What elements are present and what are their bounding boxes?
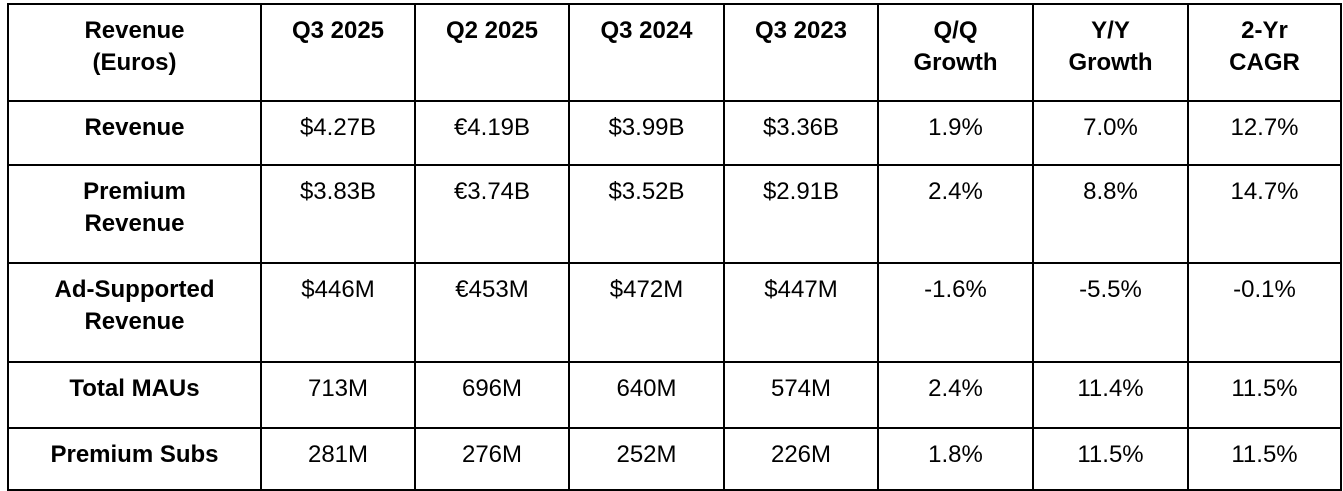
row-label: Premium Subs	[7, 427, 262, 491]
table-cell: 696M	[414, 361, 570, 429]
row-label: Ad-Supported Revenue	[7, 262, 262, 363]
table-cell: 713M	[260, 361, 416, 429]
table-cell: 11.4%	[1032, 361, 1189, 429]
row-label-line: Revenue	[84, 114, 185, 141]
table-cell: 1.8%	[877, 427, 1034, 491]
table-cell: 11.5%	[1032, 427, 1189, 491]
table-cell: 640M	[568, 361, 725, 429]
table-cell: 11.5%	[1187, 361, 1342, 429]
table-cell: 8.8%	[1032, 164, 1189, 264]
table-cell: $3.83B	[260, 164, 416, 264]
column-header-line: Q3 2023	[754, 17, 848, 44]
column-header: Revenue (Euros)	[7, 3, 262, 102]
column-header: 2-Yr CAGR	[1187, 3, 1342, 102]
table-cell: $447M	[723, 262, 879, 363]
table-cell: €453M	[414, 262, 570, 363]
table-row: Ad-Supported Revenue $446M €453M $472M $447M -…	[7, 262, 1342, 363]
table-cell: $3.99B	[568, 100, 725, 166]
table-cell: $3.52B	[568, 164, 725, 264]
column-header: Q2 2025	[414, 3, 570, 102]
table-cell: 1.9%	[877, 100, 1034, 166]
table-cell: $4.27B	[260, 100, 416, 166]
table-cell: €4.19B	[414, 100, 570, 166]
row-label-line: Premium	[83, 178, 186, 205]
column-header: Q3 2024	[568, 3, 725, 102]
column-header: Y/Y Growth	[1032, 3, 1189, 102]
table-row: Revenue $4.27B €4.19B $3.99B $3.36B 1.9% 7.0% 1…	[7, 100, 1342, 166]
table-cell: -0.1%	[1187, 262, 1342, 363]
table-cell: $472M	[568, 262, 725, 363]
table-cell: 252M	[568, 427, 725, 491]
column-header-line: Q3 2024	[600, 17, 693, 44]
column-header-line: Q3 2025	[291, 17, 385, 44]
table-cell: 281M	[260, 427, 416, 491]
column-header-line: Growth	[913, 49, 998, 76]
table-cell: 2.4%	[877, 164, 1034, 264]
row-label: Revenue	[7, 100, 262, 166]
table-row: Premium Revenue $3.83B €3.74B $3.52B $2.91B 2.…	[7, 164, 1342, 264]
row-label-line: Revenue	[84, 308, 185, 335]
table-cell: 14.7%	[1187, 164, 1342, 264]
row-label-line: Premium Subs	[50, 441, 219, 468]
column-header-line: Q/Q	[933, 17, 978, 44]
table-cell: 226M	[723, 427, 879, 491]
column-header: Q/Q Growth	[877, 3, 1034, 102]
table-cell: $446M	[260, 262, 416, 363]
row-label-line: Revenue	[84, 210, 185, 237]
column-header: Q3 2025	[260, 3, 416, 102]
table-cell: 574M	[723, 361, 879, 429]
table-cell: 2.4%	[877, 361, 1034, 429]
table-cell: 7.0%	[1032, 100, 1189, 166]
column-header-line: CAGR	[1229, 49, 1300, 76]
table-cell: 12.7%	[1187, 100, 1342, 166]
table-cell: -5.5%	[1032, 262, 1189, 363]
table-cell: 11.5%	[1187, 427, 1342, 491]
table-row: Total MAUs 713M 696M 640M 574M 2.4% 11.4% 11.5%	[7, 361, 1342, 429]
row-label-line: Ad-Supported	[54, 276, 215, 303]
revenue-table: Revenue (Euros) Q3 2025 Q2 2025 Q3 2024 Q3 20…	[7, 3, 1342, 491]
table-row: Premium Subs 281M 276M 252M 226M 1.8% 11.5% 11.…	[7, 427, 1342, 491]
table-cell: -1.6%	[877, 262, 1034, 363]
column-header: Q3 2023	[723, 3, 879, 102]
column-header-line: (Euros)	[92, 49, 177, 76]
table-cell: €3.74B	[414, 164, 570, 264]
column-header-line: Y/Y	[1091, 17, 1130, 44]
table-cell: $3.36B	[723, 100, 879, 166]
header-row: Revenue (Euros) Q3 2025 Q2 2025 Q3 2024 Q3 20…	[7, 3, 1342, 102]
row-label: Premium Revenue	[7, 164, 262, 264]
row-label-line: Total MAUs	[69, 375, 200, 402]
column-header-line: Growth	[1068, 49, 1153, 76]
table-cell: $2.91B	[723, 164, 879, 264]
row-label: Total MAUs	[7, 361, 262, 429]
column-header-line: Q2 2025	[445, 17, 539, 44]
column-header-line: 2-Yr	[1241, 17, 1288, 44]
table-cell: 276M	[414, 427, 570, 491]
column-header-line: Revenue	[84, 17, 185, 44]
